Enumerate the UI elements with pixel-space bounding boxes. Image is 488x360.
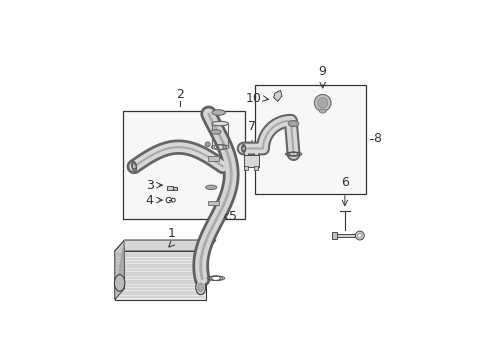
Ellipse shape [114,275,124,291]
Bar [207,201,218,205]
Text: 4: 4 [145,194,153,207]
Circle shape [357,233,361,238]
Circle shape [355,231,364,240]
Bar [244,152,247,155]
Bar [254,85,365,194]
Bar [172,186,176,190]
Bar [123,111,244,219]
Bar [166,186,172,190]
Ellipse shape [212,110,225,115]
Ellipse shape [288,121,298,127]
Bar [331,232,336,239]
Ellipse shape [205,185,216,190]
Polygon shape [273,90,282,102]
Polygon shape [115,240,124,300]
Bar [333,234,355,237]
Ellipse shape [198,283,203,291]
Ellipse shape [195,279,205,295]
Circle shape [314,94,330,111]
Bar [244,166,247,170]
Text: 7: 7 [247,120,256,133]
Text: 9: 9 [318,65,326,78]
Polygon shape [115,251,206,300]
Ellipse shape [205,142,210,147]
Text: 2: 2 [176,87,183,100]
Text: 10: 10 [245,92,261,105]
Text: 5: 5 [229,210,237,223]
Text: 3: 3 [145,179,153,192]
Bar [254,166,258,170]
Ellipse shape [290,122,296,126]
Ellipse shape [211,121,228,126]
Bar [243,155,259,167]
Bar [207,156,219,161]
Ellipse shape [210,130,221,134]
Ellipse shape [319,109,325,113]
Text: 1: 1 [167,227,175,240]
Text: 6: 6 [340,176,348,189]
Polygon shape [115,240,216,251]
Bar [254,152,258,155]
Circle shape [317,98,327,108]
Ellipse shape [206,143,208,146]
Text: 8: 8 [372,132,380,145]
